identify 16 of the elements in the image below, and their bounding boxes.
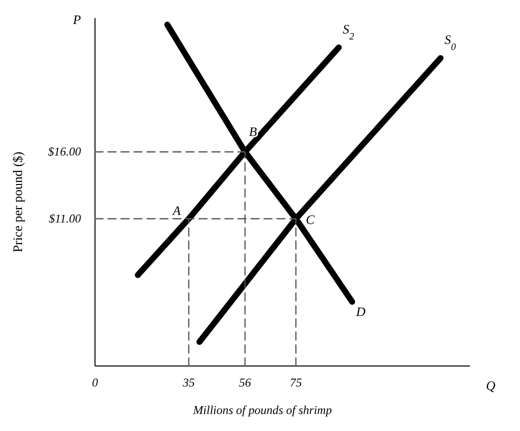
- annotation: C: [306, 212, 315, 227]
- x-axis-title: Millions of pounds of shrimp: [192, 403, 332, 417]
- x-tick-label: 75: [290, 376, 302, 390]
- text: Q: [486, 378, 496, 393]
- y-tick-label: $11.00: [48, 212, 81, 226]
- y-axis-title: Price per pound ($): [10, 152, 25, 252]
- x-tick-label: 35: [182, 376, 195, 390]
- series-label: S$_{0}$: [444, 32, 456, 53]
- y-tick-label: $16.00: [48, 144, 81, 159]
- annotation: B: [249, 124, 257, 139]
- series-label: S$_{2}$: [342, 21, 354, 42]
- annotation: A: [172, 202, 181, 218]
- x-tick-label: 56: [239, 376, 251, 390]
- x-tick-label: 0: [92, 376, 98, 390]
- text: P: [72, 12, 81, 27]
- annotation: D: [355, 304, 366, 319]
